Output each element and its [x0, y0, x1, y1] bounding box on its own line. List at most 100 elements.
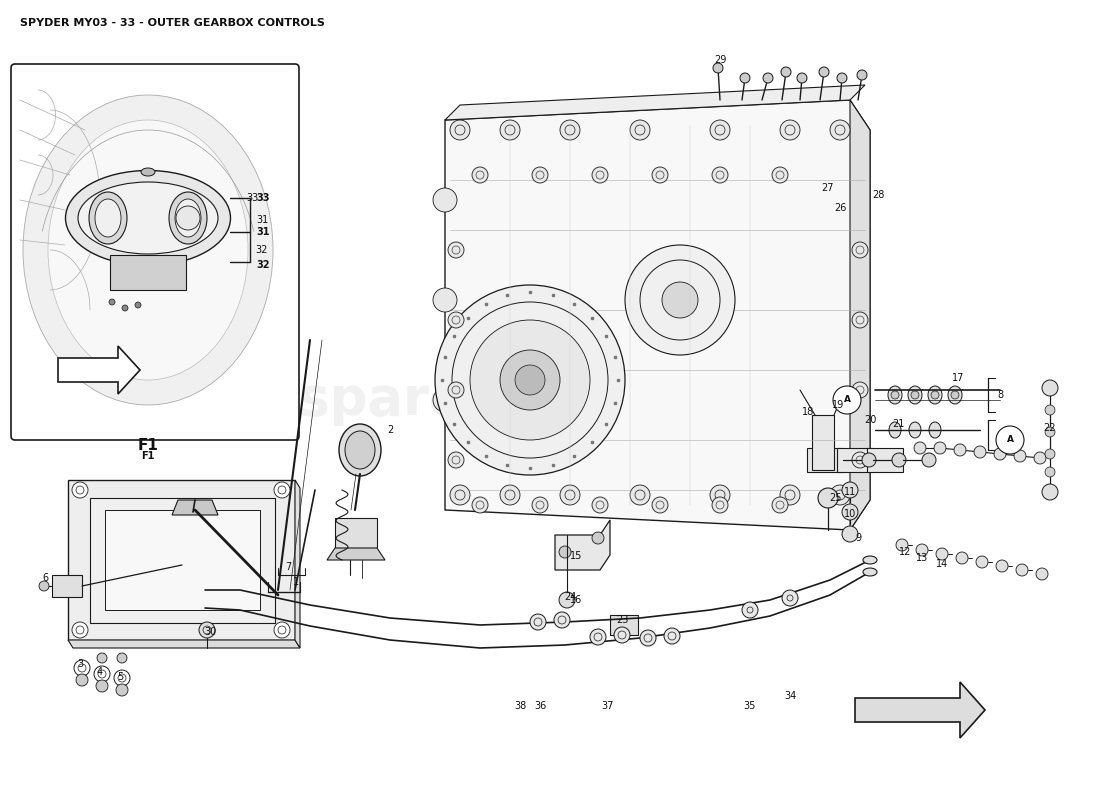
- Circle shape: [830, 120, 850, 140]
- Bar: [110, 255, 186, 290]
- Circle shape: [842, 526, 858, 542]
- Text: A: A: [1006, 435, 1013, 445]
- Bar: [52, 575, 82, 597]
- Circle shape: [664, 628, 680, 644]
- Circle shape: [450, 485, 470, 505]
- Circle shape: [740, 73, 750, 83]
- Circle shape: [936, 548, 948, 560]
- Circle shape: [530, 614, 546, 630]
- Circle shape: [996, 560, 1008, 572]
- Circle shape: [742, 602, 758, 618]
- Circle shape: [1042, 484, 1058, 500]
- Circle shape: [559, 546, 571, 558]
- Circle shape: [994, 448, 1006, 460]
- Circle shape: [97, 653, 107, 663]
- Ellipse shape: [339, 424, 381, 476]
- Ellipse shape: [89, 192, 127, 244]
- Text: 32: 32: [256, 245, 268, 255]
- Text: 16: 16: [570, 595, 582, 605]
- Circle shape: [830, 485, 850, 505]
- Circle shape: [176, 206, 200, 230]
- Text: eurospares: eurospares: [164, 374, 496, 426]
- Circle shape: [515, 365, 544, 395]
- Circle shape: [592, 167, 608, 183]
- Circle shape: [1014, 450, 1026, 462]
- Circle shape: [114, 670, 130, 686]
- Circle shape: [1045, 449, 1055, 459]
- Circle shape: [72, 622, 88, 638]
- Text: 28: 28: [872, 190, 884, 200]
- Ellipse shape: [948, 386, 962, 404]
- Text: 33: 33: [256, 193, 270, 203]
- Circle shape: [1042, 380, 1058, 396]
- Circle shape: [782, 590, 797, 606]
- Circle shape: [931, 391, 939, 399]
- Circle shape: [781, 67, 791, 77]
- Polygon shape: [855, 682, 984, 738]
- Text: 34: 34: [784, 691, 796, 701]
- Circle shape: [798, 73, 807, 83]
- Circle shape: [117, 653, 126, 663]
- Text: 12: 12: [899, 547, 911, 557]
- Circle shape: [1045, 467, 1055, 477]
- Circle shape: [470, 320, 590, 440]
- Circle shape: [625, 245, 735, 355]
- Ellipse shape: [864, 568, 877, 576]
- Ellipse shape: [928, 386, 942, 404]
- Ellipse shape: [889, 422, 901, 438]
- Circle shape: [820, 67, 829, 77]
- Bar: [610, 615, 638, 635]
- Circle shape: [532, 497, 548, 513]
- Ellipse shape: [930, 422, 940, 438]
- Circle shape: [560, 485, 580, 505]
- Circle shape: [500, 120, 520, 140]
- Circle shape: [72, 482, 88, 498]
- Circle shape: [892, 453, 906, 467]
- Text: 14: 14: [936, 559, 948, 569]
- Text: 26: 26: [834, 203, 846, 213]
- Bar: [837, 448, 873, 472]
- Text: 35: 35: [744, 701, 756, 711]
- Circle shape: [1034, 452, 1046, 464]
- Circle shape: [450, 120, 470, 140]
- Ellipse shape: [48, 120, 248, 380]
- Text: 24: 24: [564, 592, 576, 602]
- Circle shape: [713, 63, 723, 73]
- Text: 6: 6: [42, 573, 48, 583]
- Text: 23: 23: [616, 615, 628, 625]
- Text: 7: 7: [285, 562, 292, 572]
- Text: 25: 25: [829, 493, 843, 503]
- Circle shape: [922, 453, 936, 467]
- Circle shape: [434, 285, 625, 475]
- Circle shape: [712, 167, 728, 183]
- Circle shape: [592, 532, 604, 544]
- Ellipse shape: [864, 556, 877, 564]
- Circle shape: [135, 302, 141, 308]
- Circle shape: [500, 485, 520, 505]
- Circle shape: [640, 630, 656, 646]
- Polygon shape: [446, 85, 865, 120]
- Text: 2: 2: [387, 425, 393, 435]
- Circle shape: [852, 382, 868, 398]
- Circle shape: [448, 452, 464, 468]
- Circle shape: [559, 592, 575, 608]
- Polygon shape: [58, 346, 140, 394]
- Polygon shape: [446, 100, 870, 530]
- Circle shape: [39, 581, 50, 591]
- Circle shape: [122, 305, 128, 311]
- Bar: [336, 518, 377, 548]
- Circle shape: [652, 167, 668, 183]
- Circle shape: [274, 622, 290, 638]
- Polygon shape: [850, 100, 870, 530]
- Circle shape: [763, 73, 773, 83]
- Ellipse shape: [175, 199, 201, 237]
- Polygon shape: [327, 548, 385, 560]
- Circle shape: [852, 242, 868, 258]
- Circle shape: [433, 188, 456, 212]
- Circle shape: [590, 629, 606, 645]
- Ellipse shape: [141, 168, 155, 176]
- Circle shape: [896, 539, 907, 551]
- Circle shape: [833, 386, 861, 414]
- Ellipse shape: [909, 422, 921, 438]
- Polygon shape: [68, 480, 295, 640]
